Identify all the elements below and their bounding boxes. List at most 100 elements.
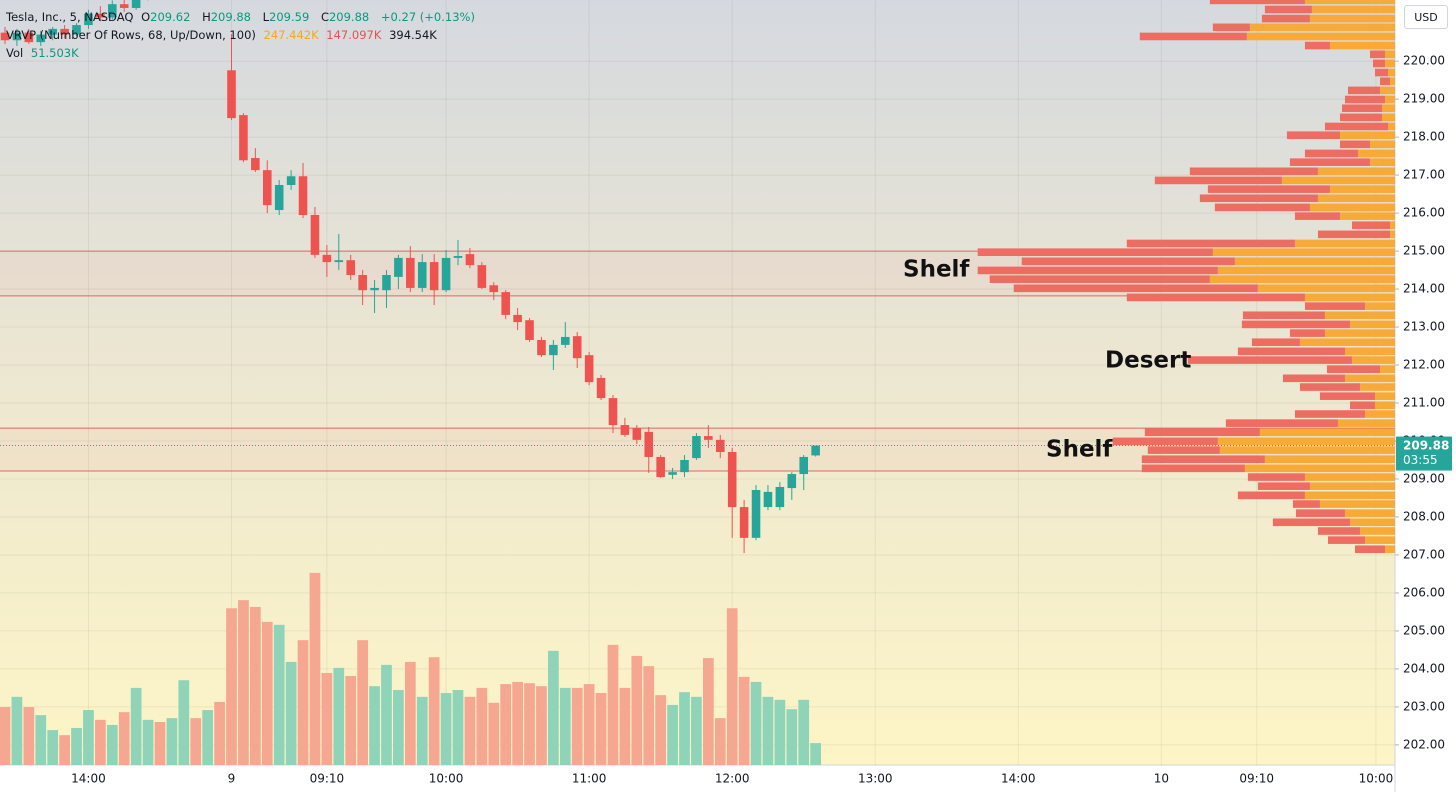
- volume-bar: [345, 675, 357, 765]
- candle-body: [298, 176, 308, 215]
- volume-bar: [106, 724, 118, 765]
- volume-bar: [321, 672, 333, 765]
- candle-body: [751, 489, 761, 538]
- annotation: Desert: [1105, 348, 1191, 374]
- profile-up: [1294, 239, 1395, 248]
- volume-bar: [726, 608, 738, 765]
- volume-bar: [273, 624, 285, 765]
- profile-down: [1372, 59, 1385, 68]
- volume-name: Vol: [6, 46, 24, 60]
- profile-down: [1242, 311, 1325, 320]
- candle-body: [24, 32, 34, 43]
- y-tick-label: 206.00: [1403, 585, 1445, 599]
- profile-up: [1384, 545, 1395, 554]
- volume-bar: [59, 735, 70, 765]
- volume-bar: [524, 683, 535, 765]
- profile-down: [1294, 212, 1340, 220]
- y-tick-label: 204.00: [1403, 661, 1445, 675]
- ohlc: H209.88: [202, 10, 255, 24]
- plot-area: [0, 0, 1395, 765]
- volume-bar: [226, 608, 237, 765]
- volume-bar: [667, 704, 678, 765]
- profile-up: [1234, 257, 1395, 266]
- profile-down: [1013, 284, 1258, 293]
- profile-up: [1217, 266, 1395, 275]
- volume-bar: [655, 695, 667, 765]
- y-tick-label: 209.00: [1403, 471, 1445, 485]
- profile-up: [1364, 410, 1395, 418]
- profile-down: [1339, 140, 1370, 149]
- candle-body: [60, 28, 69, 35]
- profile-up: [1264, 455, 1395, 464]
- ohlc-key: C: [320, 10, 329, 24]
- profile-up: [1381, 104, 1395, 113]
- candle-body: [441, 257, 451, 291]
- volume-bar: [71, 727, 82, 765]
- volume-bar: [464, 696, 476, 765]
- candle-body: [727, 452, 737, 508]
- y-tick-label: 217.00: [1403, 168, 1445, 182]
- currency-button[interactable]: USD: [1404, 5, 1448, 29]
- annotation: Shelf: [1046, 437, 1113, 463]
- volume-bar: [643, 666, 655, 765]
- profile-up: [1249, 23, 1395, 32]
- profile-down: [1154, 176, 1282, 185]
- x-tick-label: 10:00: [1359, 772, 1394, 786]
- profile-down: [1304, 149, 1358, 158]
- candle-body: [704, 436, 713, 440]
- candle-body: [477, 265, 487, 288]
- volume-bar: [595, 693, 607, 765]
- ohlc-key: O: [141, 10, 151, 24]
- candle-body: [239, 115, 248, 161]
- profile-down: [1299, 383, 1360, 391]
- volume-bar: [476, 687, 488, 765]
- candle-body: [668, 472, 677, 475]
- profile-down: [1294, 410, 1365, 418]
- volume-bar: [679, 692, 690, 765]
- profile-up: [1344, 509, 1395, 517]
- volume-bar: [154, 721, 166, 765]
- profile-down: [1141, 455, 1265, 464]
- candle-body: [334, 260, 344, 263]
- x-tick-label: 11:00: [572, 772, 607, 786]
- profile-up: [1349, 320, 1395, 329]
- candle-body: [561, 336, 570, 345]
- candle-body: [489, 285, 499, 293]
- candle-body: [322, 254, 332, 263]
- volume-bar: [190, 718, 202, 765]
- x-tick-label: 12:00: [715, 772, 750, 786]
- profile-down: [1214, 203, 1310, 212]
- candle-body: [406, 257, 415, 288]
- volume-bar: [619, 687, 631, 765]
- candle-body: [382, 275, 391, 291]
- volume-bar: [381, 664, 392, 765]
- profile-down: [1251, 338, 1300, 347]
- ohlc-value: 209.59: [269, 10, 310, 24]
- profile-up: [1309, 203, 1395, 212]
- profile-up: [1357, 149, 1395, 158]
- profile-down: [1304, 302, 1365, 310]
- profile-up: [1217, 437, 1395, 446]
- candle-body: [36, 34, 46, 43]
- profile-up: [1259, 428, 1395, 437]
- profile-down: [1324, 122, 1388, 131]
- candle-body: [811, 445, 820, 456]
- volume-bar: [309, 572, 321, 765]
- profile-up: [1244, 464, 1395, 473]
- volume-bar: [130, 687, 142, 765]
- profile-name: VRVP (Number Of Rows, 68, Up/Down, 100): [6, 28, 256, 42]
- candle-body: [549, 344, 558, 356]
- volume-bar: [714, 718, 726, 765]
- volume-bar: [23, 707, 35, 765]
- profile-down: [1021, 257, 1235, 266]
- profile-up: [1209, 275, 1395, 283]
- volume-bar: [536, 686, 547, 765]
- profile-up: [1324, 311, 1395, 320]
- candle-body: [286, 176, 296, 185]
- profile-down: [1319, 392, 1375, 400]
- change: +0.27 (+0.13%): [380, 10, 475, 24]
- profile-down: [1237, 491, 1305, 500]
- profile-line: VRVP (Number Of Rows, 68, Up/Down, 100) …: [6, 26, 479, 44]
- profile-down: [989, 275, 1210, 283]
- profile-down: [1199, 194, 1318, 203]
